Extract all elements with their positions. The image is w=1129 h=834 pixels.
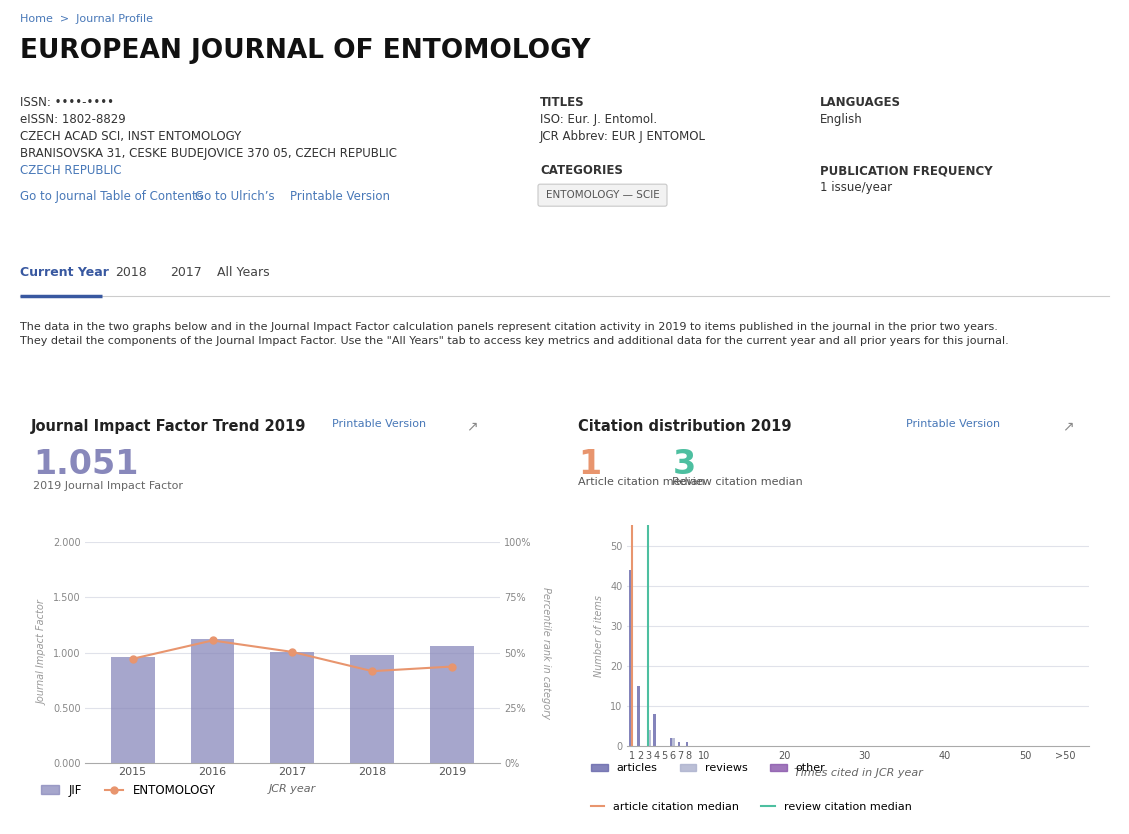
- Bar: [191, 639, 235, 763]
- Text: 3: 3: [673, 448, 695, 481]
- Text: Article citation median: Article citation median: [578, 477, 704, 487]
- Text: The data in the two graphs below and in the Journal Impact Factor calculation pa: The data in the two graphs below and in …: [20, 322, 998, 332]
- Y-axis label: Number of items: Number of items: [595, 595, 604, 677]
- Text: ISO: Eur. J. Entomol.: ISO: Eur. J. Entomol.: [540, 113, 657, 126]
- Bar: [629, 570, 632, 746]
- Text: 1.051: 1.051: [33, 448, 139, 481]
- Text: eISSN: 1802-8829: eISSN: 1802-8829: [20, 113, 125, 126]
- Text: ENTOMOLOGY — SCIE: ENTOMOLOGY — SCIE: [545, 190, 659, 200]
- Text: EUROPEAN JOURNAL OF ENTOMOLOGY: EUROPEAN JOURNAL OF ENTOMOLOGY: [20, 38, 590, 64]
- Bar: [648, 731, 651, 746]
- Text: English: English: [820, 113, 863, 126]
- Bar: [654, 714, 656, 746]
- Text: Review citation median: Review citation median: [673, 477, 803, 487]
- Text: 1 issue/year: 1 issue/year: [820, 181, 892, 194]
- Text: They detail the components of the Journal Impact Factor. Use the "All Years" tab: They detail the components of the Journa…: [20, 336, 1008, 346]
- Bar: [111, 657, 155, 763]
- Text: Journal Impact Factor Trend 2019: Journal Impact Factor Trend 2019: [30, 419, 306, 434]
- Text: JCR Abbrev: EUR J ENTOMOL: JCR Abbrev: EUR J ENTOMOL: [540, 130, 706, 143]
- FancyBboxPatch shape: [539, 184, 667, 206]
- Bar: [271, 652, 314, 763]
- Text: All Years: All Years: [217, 266, 270, 279]
- X-axis label: Times cited in JCR year: Times cited in JCR year: [794, 767, 922, 777]
- Text: Printable Version: Printable Version: [290, 189, 390, 203]
- Bar: [669, 738, 673, 746]
- Text: 2017: 2017: [170, 266, 202, 279]
- Bar: [685, 742, 689, 746]
- Text: PUBLICATION FREQUENCY: PUBLICATION FREQUENCY: [820, 164, 992, 177]
- Y-axis label: Journal Impact Factor: Journal Impact Factor: [37, 600, 47, 705]
- Text: Citation distribution 2019: Citation distribution 2019: [578, 419, 791, 434]
- Text: ↗: ↗: [1062, 419, 1074, 433]
- Text: 2018: 2018: [115, 266, 147, 279]
- Text: Go to Ulrich’s: Go to Ulrich’s: [195, 189, 274, 203]
- Text: Home  >  Journal Profile: Home > Journal Profile: [20, 14, 154, 24]
- Text: 1: 1: [578, 448, 601, 481]
- Text: CZECH REPUBLIC: CZECH REPUBLIC: [20, 164, 122, 177]
- Text: BRANISOVSKA 31, CESKE BUDEJOVICE 370 05, CZECH REPUBLIC: BRANISOVSKA 31, CESKE BUDEJOVICE 370 05,…: [20, 147, 397, 160]
- X-axis label: JCR year: JCR year: [269, 784, 316, 794]
- Legend: JIF, ENTOMOLOGY: JIF, ENTOMOLOGY: [36, 779, 220, 801]
- Text: CATEGORIES: CATEGORIES: [540, 164, 623, 177]
- Text: TITLES: TITLES: [540, 96, 585, 109]
- Text: CZECH ACAD SCI, INST ENTOMOLOGY: CZECH ACAD SCI, INST ENTOMOLOGY: [20, 130, 242, 143]
- Text: LANGUAGES: LANGUAGES: [820, 96, 901, 109]
- Bar: [430, 646, 474, 763]
- Text: Current Year: Current Year: [20, 266, 108, 279]
- Text: ISSN: ••••-••••: ISSN: ••••-••••: [20, 96, 114, 109]
- Text: Go to Journal Table of Contents: Go to Journal Table of Contents: [20, 189, 203, 203]
- Text: Printable Version: Printable Version: [332, 419, 426, 429]
- Bar: [673, 738, 675, 746]
- Legend: article citation median, review citation median: article citation median, review citation…: [587, 797, 916, 816]
- Text: Printable Version: Printable Version: [907, 419, 1000, 429]
- Bar: [350, 656, 394, 763]
- Y-axis label: Percentile rank in category: Percentile rank in category: [541, 586, 551, 719]
- Text: ↗: ↗: [466, 419, 478, 433]
- Text: 2019 Journal Impact Factor: 2019 Journal Impact Factor: [33, 481, 183, 491]
- Bar: [677, 742, 681, 746]
- Bar: [638, 686, 640, 746]
